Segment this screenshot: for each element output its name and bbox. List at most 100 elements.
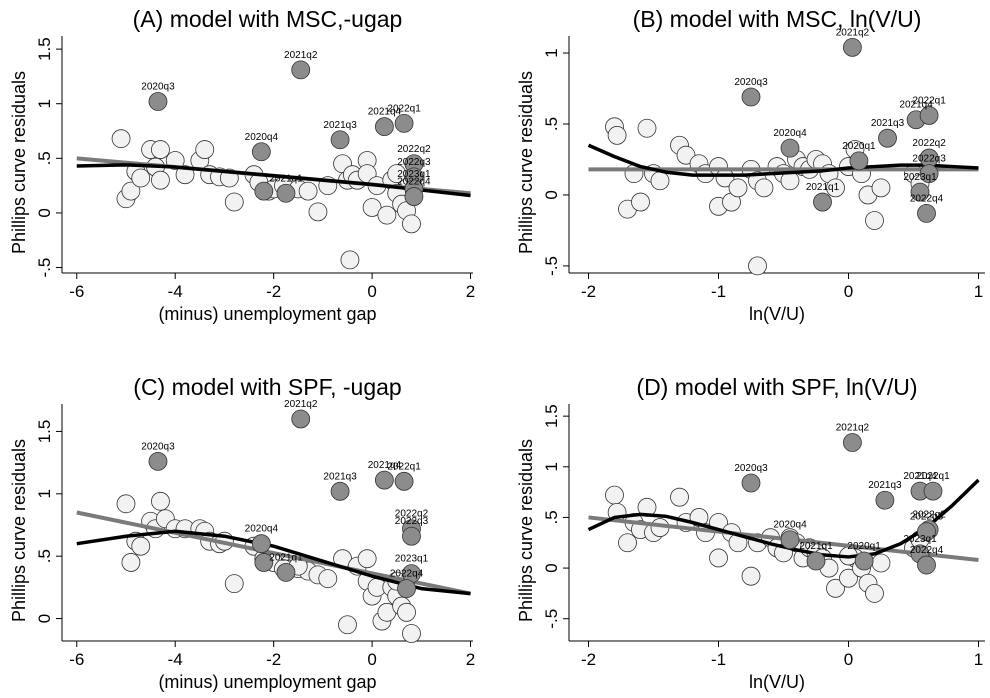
point-label: 2023q1 — [395, 554, 429, 565]
y-tick-label: -.5 — [542, 609, 561, 629]
y-tick-label: 0 — [35, 614, 54, 623]
data-point — [402, 214, 421, 234]
point-label: 2022q1 — [912, 95, 946, 106]
chart-title: (B) model with MSC, ln(V/U) — [633, 6, 922, 32]
x-tick-label: 1 — [974, 650, 983, 669]
data-point — [728, 178, 748, 198]
data-point — [650, 171, 670, 191]
data-point — [362, 198, 382, 217]
data-point — [308, 202, 328, 222]
data-point — [131, 168, 151, 188]
point-label: 2020q1 — [847, 541, 881, 552]
data-point — [151, 170, 170, 190]
point-label: 2023q1 — [903, 534, 937, 545]
highlighted-point — [375, 470, 394, 490]
point-label: 2022q2 — [912, 510, 946, 521]
highlighted-point — [148, 92, 168, 111]
highlighted-point — [276, 562, 296, 582]
highlighted-point — [741, 87, 761, 107]
data-point — [748, 256, 767, 276]
highlighted-point — [394, 113, 414, 133]
data-point — [865, 583, 884, 603]
point-label: 2021q3 — [871, 118, 905, 129]
x-tick-label: -1 — [711, 650, 726, 669]
x-tick-label: 0 — [367, 650, 376, 669]
highlighted-point — [910, 182, 930, 202]
data-point — [377, 205, 397, 225]
data-point — [131, 536, 151, 556]
data-point — [871, 178, 891, 198]
y-tick-label: 1.5 — [35, 37, 54, 61]
highlighted-point — [404, 187, 424, 206]
highlighted-point — [254, 553, 274, 572]
data-point — [754, 178, 774, 198]
highlighted-point — [806, 551, 826, 571]
point-label: 2022q1 — [916, 471, 950, 482]
x-axis-title: ln(V/U) — [749, 672, 805, 692]
data-point — [670, 487, 689, 507]
highlighted-point — [917, 555, 936, 575]
highlighted-point — [923, 481, 943, 501]
x-tick-label: -2 — [266, 282, 281, 301]
x-tick-label: 0 — [844, 650, 853, 669]
data-point — [637, 118, 657, 138]
y-axis-title: Phillips curve residuals — [9, 71, 29, 254]
point-label: 2022q3 — [912, 154, 946, 165]
y-axis-title: Phillips curve residuals — [9, 439, 29, 622]
point-label: 2020q3 — [141, 82, 175, 93]
x-axis-title: ln(V/U) — [749, 304, 805, 324]
chart-title: (A) model with MSC,-ugap — [133, 6, 403, 32]
point-label: 2020q4 — [773, 128, 807, 139]
highlighted-point — [291, 60, 311, 80]
point-label: 2021q4 — [368, 107, 402, 118]
x-tick-label: 0 — [844, 282, 853, 301]
data-point — [340, 250, 360, 270]
y-tick-label: 1.5 — [35, 420, 54, 444]
point-label: 2021q2 — [284, 50, 318, 61]
x-tick-label: -2 — [581, 282, 596, 301]
point-label: 2021q1 — [269, 552, 303, 563]
panel-d: (D) model with SPF, ln(V/U) -2 -1 0 1 -.5 0 .5 1… — [516, 374, 985, 692]
data-point — [151, 140, 170, 159]
highlighted-point — [741, 473, 761, 493]
panel-c: (C) model with SPF, -ugap -6 -4 -2 0 2 0 .5 1 1.5… — [9, 374, 475, 692]
highlighted-point — [917, 203, 936, 223]
point-label: 2022q4 — [390, 569, 424, 580]
highlighted-point — [854, 551, 874, 571]
data-point — [871, 553, 891, 573]
data-point — [607, 125, 627, 145]
point-label: 2022q2 — [395, 509, 429, 520]
highlighted-point — [843, 37, 862, 57]
x-axis-title: (minus) unemployment gap — [158, 304, 376, 324]
point-label: 2022q3 — [910, 512, 944, 523]
data-point — [839, 568, 858, 588]
x-tick-label: 2 — [466, 282, 475, 301]
highlighted-point — [875, 490, 895, 510]
point-label: 2022q3 — [397, 157, 431, 168]
data-point — [865, 211, 884, 230]
y-tick-label: 1 — [35, 489, 54, 498]
point-label: 2021q4 — [903, 471, 937, 482]
point-label: 2021q4 — [899, 100, 933, 111]
point-label: 2020q3 — [734, 463, 768, 474]
point-label: 2021q2 — [284, 399, 318, 410]
data-point — [121, 553, 141, 572]
y-tick-label: 1 — [35, 99, 54, 108]
highlighted-point — [917, 522, 936, 542]
x-tick-label: 0 — [367, 282, 376, 301]
data-point — [631, 192, 650, 212]
highlighted-point — [254, 181, 274, 201]
x-tick-label: 2 — [466, 650, 475, 669]
highlighted-point — [397, 579, 416, 599]
data-point — [397, 602, 416, 622]
y-tick-label: -.5 — [35, 258, 54, 278]
point-label: 2021q2 — [836, 27, 870, 38]
data-point — [338, 615, 357, 635]
x-tick-label: 1 — [974, 282, 983, 301]
nonlinear-fit-line — [587, 478, 980, 559]
data-point — [298, 181, 318, 201]
point-label: 2021q1 — [269, 173, 303, 184]
highlighted-point — [276, 183, 296, 203]
point-label: 2021q3 — [323, 471, 357, 482]
